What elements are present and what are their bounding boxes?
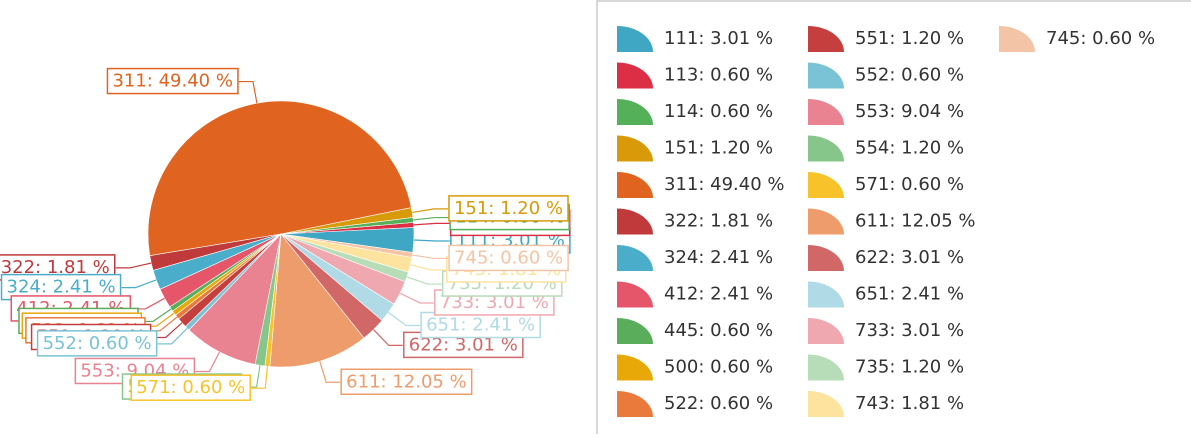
leader-line xyxy=(115,262,152,269)
legend-swatch xyxy=(808,354,844,381)
leader-line xyxy=(413,239,450,242)
legend-label: 554: 1.20 % xyxy=(855,138,964,159)
legend-swatch xyxy=(808,391,844,417)
leader-line xyxy=(412,254,449,260)
pie-label-box xyxy=(420,311,541,339)
legend-label: 735: 1.20 % xyxy=(855,357,964,378)
legend-swatch xyxy=(617,26,653,52)
legend-swatch xyxy=(617,62,653,89)
pie-label: 324: 2.41 % xyxy=(7,277,116,298)
leader-line xyxy=(251,366,269,389)
legend-swatch xyxy=(617,208,653,235)
pie-label: 151: 1.20 % xyxy=(454,198,563,219)
legend-label: 324: 2.41 % xyxy=(664,247,773,268)
legend-swatch xyxy=(808,62,844,89)
legend-swatch xyxy=(808,245,844,271)
leader-line xyxy=(373,329,403,346)
legend-swatch xyxy=(617,99,653,125)
legend-swatch xyxy=(808,208,844,235)
legend-swatch xyxy=(808,172,844,198)
pie-label-box xyxy=(106,67,239,95)
pie-label: 651: 2.41 % xyxy=(426,314,535,335)
pie-label: 733: 3.01 % xyxy=(440,292,549,313)
legend: 111: 3.01 % 113: 0.60 % 114: 0.60 % 151: 1.… xyxy=(617,26,1155,417)
pie-label-box xyxy=(36,330,158,357)
leader-line xyxy=(121,279,157,289)
legend-label: 571: 0.60 % xyxy=(855,174,964,195)
legend-label: 114: 0.60 % xyxy=(664,101,773,122)
legend-label: 553: 9.04 % xyxy=(855,101,964,122)
leader-line xyxy=(410,264,446,271)
leader-line xyxy=(413,216,450,221)
legend-swatch xyxy=(999,26,1035,52)
legend-swatch xyxy=(617,245,653,271)
legend-swatch xyxy=(617,318,653,344)
pie-label: 311: 49.40 % xyxy=(112,71,233,92)
legend-label: 322: 1.81 % xyxy=(664,211,773,232)
legend-swatch xyxy=(808,281,844,308)
pie xyxy=(147,100,415,368)
leader-line xyxy=(413,222,450,226)
legend-label: 622: 3.01 % xyxy=(855,247,964,268)
leader-line xyxy=(238,80,258,104)
pie-label-box xyxy=(130,374,252,401)
leader-line xyxy=(412,208,448,214)
legend-swatch xyxy=(808,26,844,52)
pie-label: 611: 12.05 % xyxy=(346,371,467,392)
leader-line xyxy=(319,361,341,383)
legend-label: 111: 3.01 % xyxy=(664,28,773,49)
pie-slice xyxy=(269,233,365,368)
pie-label: 322: 1.81 % xyxy=(1,257,110,278)
legend-swatch xyxy=(808,318,844,344)
leader-line xyxy=(131,297,165,310)
legend-swatch xyxy=(808,135,844,162)
leader-line xyxy=(388,312,421,327)
legend-label: 551: 1.20 % xyxy=(855,28,964,49)
leader-line xyxy=(157,327,188,345)
legend-label: 113: 0.60 % xyxy=(664,65,773,86)
pie-labels: 111: 3.01 %113: 0.60 %114: 0.60 %151: 1.… xyxy=(0,67,571,401)
pie-label: 622: 3.01 % xyxy=(409,334,518,355)
leader-line xyxy=(399,292,434,304)
legend-label: 412: 2.41 % xyxy=(664,284,773,305)
pie-label: 745: 0.60 % xyxy=(454,247,563,268)
pie-label-box xyxy=(448,244,569,272)
pie-label: 571: 0.60 % xyxy=(136,377,245,398)
legend-label: 651: 2.41 % xyxy=(855,284,964,305)
legend-label: 745: 0.60 % xyxy=(1046,28,1155,49)
legend-swatch xyxy=(617,135,653,162)
legend-frame xyxy=(596,0,1191,434)
legend-label: 743: 1.81 % xyxy=(855,393,964,414)
leader-line xyxy=(406,276,442,285)
legend-label: 151: 1.20 % xyxy=(664,138,773,159)
legend-label: 522: 0.60 % xyxy=(664,393,773,414)
pie-label-box xyxy=(448,195,569,222)
pie-slice xyxy=(147,100,412,257)
pie-label: 552: 0.60 % xyxy=(43,333,152,354)
legend-swatch xyxy=(617,172,653,198)
legend-label: 552: 0.60 % xyxy=(855,65,964,86)
legend-label: 733: 3.01 % xyxy=(855,320,964,341)
legend-label: 445: 0.60 % xyxy=(664,320,773,341)
legend-swatch xyxy=(617,281,653,308)
legend-label: 500: 0.60 % xyxy=(664,357,773,378)
pie-label-box xyxy=(340,368,473,396)
legend-label: 311: 49.40 % xyxy=(664,174,785,195)
leader-line xyxy=(195,351,221,373)
legend-swatch xyxy=(808,99,844,125)
legend-swatch xyxy=(617,354,653,381)
legend-label: 611: 12.05 % xyxy=(855,211,976,232)
legend-swatch xyxy=(617,391,653,417)
